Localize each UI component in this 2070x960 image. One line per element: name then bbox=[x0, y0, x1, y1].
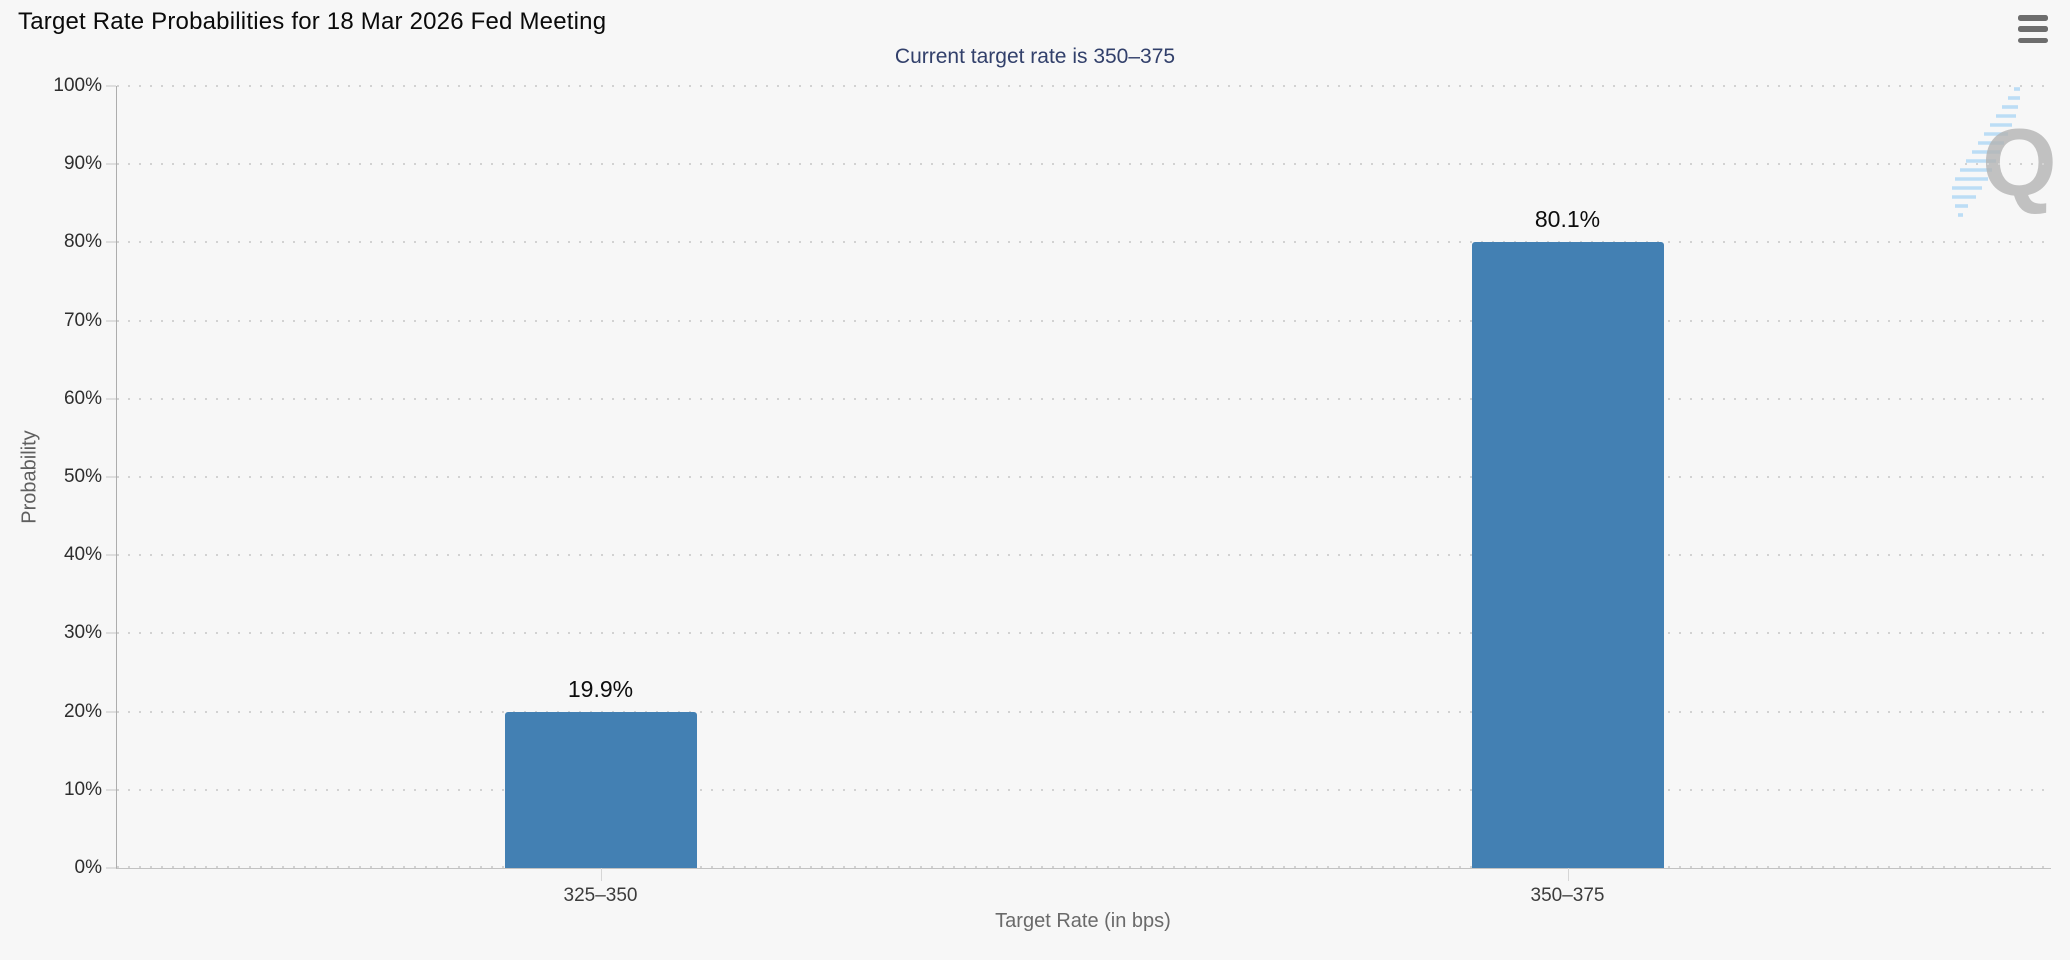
y-tick-label: 0% bbox=[74, 857, 102, 878]
gridline bbox=[117, 710, 2051, 713]
chart-subtitle: Current target rate is 350–375 bbox=[894, 45, 1176, 68]
y-tick-label: 40% bbox=[63, 544, 102, 566]
y-tick-mark bbox=[106, 241, 116, 243]
y-tick-label: 80% bbox=[63, 231, 102, 253]
x-tick-label: 350–375 bbox=[1530, 885, 1605, 906]
gridline bbox=[117, 163, 2051, 166]
bar-350–375[interactable] bbox=[1471, 241, 1664, 868]
y-tick-mark bbox=[106, 789, 116, 791]
y-tick-mark bbox=[106, 398, 116, 400]
hamburger-menu-icon[interactable] bbox=[2018, 15, 2048, 43]
x-tick-mark bbox=[1567, 868, 1569, 881]
y-tick-label: 20% bbox=[63, 700, 102, 722]
y-tick-mark bbox=[106, 476, 116, 478]
y-tick-mark bbox=[106, 85, 116, 87]
y-tick-mark bbox=[106, 163, 116, 165]
gridline bbox=[117, 788, 2051, 791]
y-axis-labels: 0% 10% 20% 30% 40% 50% 60% 70% 80% 90% 100% bbox=[0, 75, 102, 878]
gridline bbox=[117, 397, 2051, 400]
y-tick-label: 60% bbox=[63, 387, 102, 409]
gridline bbox=[117, 554, 2051, 557]
hamburger-bar bbox=[2018, 26, 2048, 32]
y-tick-mark bbox=[106, 632, 116, 634]
bar-value-label: 80.1% bbox=[1534, 205, 1601, 232]
y-tick-label: 70% bbox=[63, 309, 102, 331]
hamburger-bar bbox=[2018, 15, 2048, 21]
gridline bbox=[117, 319, 2051, 322]
y-tick-mark bbox=[106, 867, 116, 869]
y-tick-mark bbox=[106, 320, 116, 322]
bar-325–350[interactable] bbox=[504, 712, 697, 868]
x-tick-mark bbox=[600, 868, 602, 881]
x-tick-label: 325–350 bbox=[563, 885, 638, 906]
gridline bbox=[117, 632, 2051, 635]
y-tick-mark bbox=[106, 711, 116, 713]
bar-value-label: 19.9% bbox=[567, 676, 634, 703]
plot-area: 19.9% 325–350 80.1% 350–375 bbox=[106, 85, 2051, 906]
x-axis-title: Target Rate (in bps) bbox=[995, 910, 1171, 932]
y-tick-label: 100% bbox=[53, 75, 102, 96]
y-tick-label: 50% bbox=[63, 466, 102, 487]
hamburger-bar bbox=[2018, 37, 2048, 43]
y-tick-mark bbox=[106, 554, 116, 556]
gridline bbox=[117, 85, 2051, 87]
gridline bbox=[117, 866, 2051, 868]
y-tick-label: 90% bbox=[63, 153, 102, 175]
gridline bbox=[117, 476, 2051, 478]
y-tick-label: 10% bbox=[63, 778, 102, 800]
chart-title: Target Rate Probabilities for 18 Mar 202… bbox=[18, 8, 607, 35]
gridline bbox=[117, 241, 2051, 244]
y-tick-label: 30% bbox=[63, 622, 102, 644]
